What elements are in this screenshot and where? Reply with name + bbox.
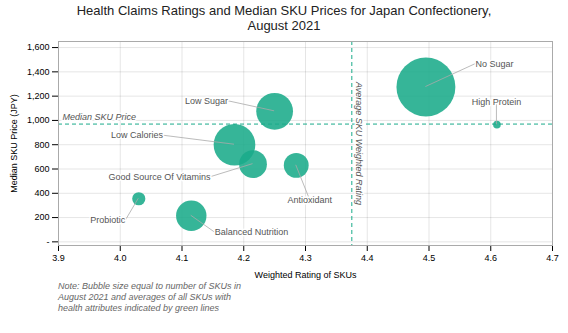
svg-text:High Protein: High Protein xyxy=(472,97,522,107)
svg-text:200: 200 xyxy=(34,212,49,222)
svg-text:Median SKU Price (JPY): Median SKU Price (JPY) xyxy=(9,94,19,193)
svg-text:Balanced Nutrition: Balanced Nutrition xyxy=(215,227,289,237)
svg-text:No Sugar: No Sugar xyxy=(475,59,513,69)
svg-text:4.5: 4.5 xyxy=(423,253,436,263)
svg-text:Antioxidant: Antioxidant xyxy=(287,195,332,205)
svg-text:Median SKU Price: Median SKU Price xyxy=(63,112,137,122)
html-text:Health Claims Ratings and Medi: Health Claims Ratings and Median SKU Pri… xyxy=(76,3,492,33)
svg-text:400: 400 xyxy=(34,188,49,198)
svg-text:3.9: 3.9 xyxy=(52,253,65,263)
svg-text:4.6: 4.6 xyxy=(484,253,497,263)
svg-text:Low Sugar: Low Sugar xyxy=(185,96,228,106)
svg-text:1,400: 1,400 xyxy=(27,67,50,77)
svg-text:Good Source Of Vitamins: Good Source Of Vitamins xyxy=(109,172,211,182)
svg-text:-: - xyxy=(47,237,50,247)
svg-text:4.1: 4.1 xyxy=(176,253,189,263)
svg-text:600: 600 xyxy=(34,164,49,174)
svg-text:1,200: 1,200 xyxy=(27,91,50,101)
svg-text:800: 800 xyxy=(34,140,49,150)
svg-text:Probiotic: Probiotic xyxy=(90,215,126,225)
svg-text:4.3: 4.3 xyxy=(299,253,312,263)
svg-text:Average SKU Weighted Rating: Average SKU Weighted Rating xyxy=(354,81,364,205)
svg-text:1,600: 1,600 xyxy=(27,42,50,52)
svg-text:Low Calories: Low Calories xyxy=(111,130,164,140)
svg-text:4.7: 4.7 xyxy=(546,253,559,263)
html-text:Note: Bubble size equal to num: Note: Bubble size equal to number of SKU… xyxy=(58,281,242,313)
svg-text:4.0: 4.0 xyxy=(114,253,127,263)
svg-text:1,000: 1,000 xyxy=(27,115,50,125)
svg-text:4.2: 4.2 xyxy=(237,253,250,263)
svg-text:Weighted Rating of SKUs: Weighted Rating of SKUs xyxy=(255,270,357,280)
svg-text:4.4: 4.4 xyxy=(361,253,374,263)
